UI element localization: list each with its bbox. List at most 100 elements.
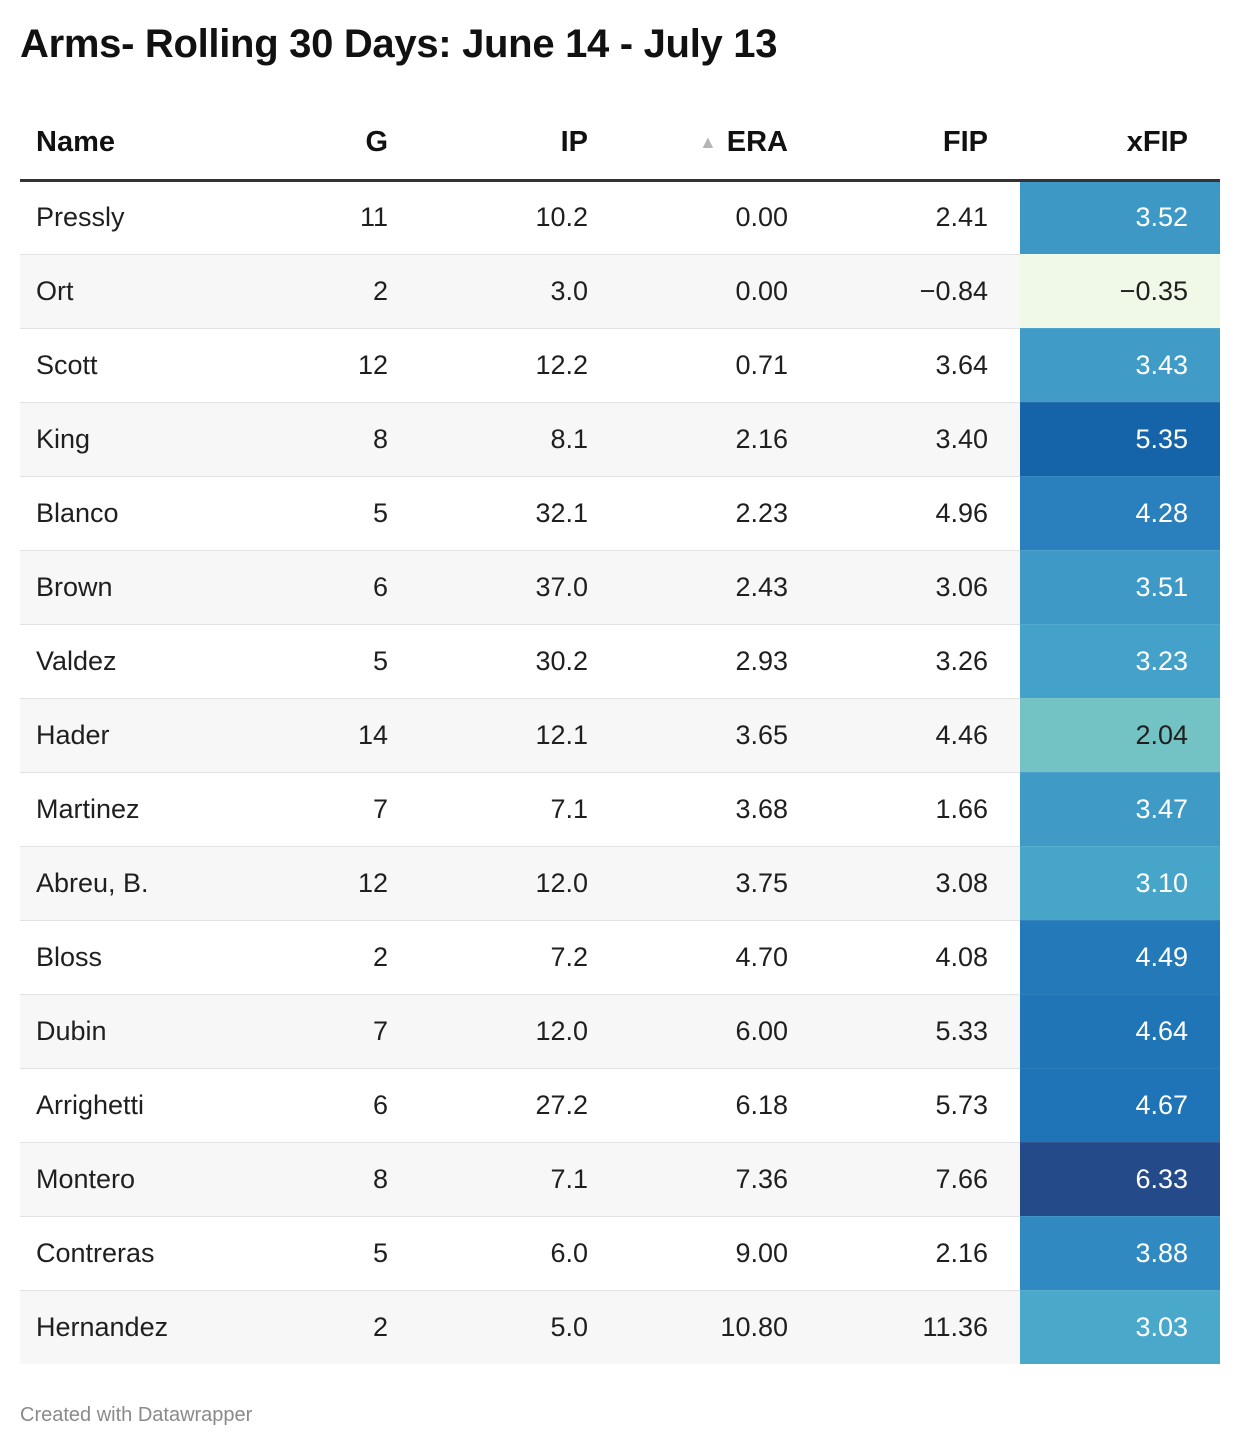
cell-xfip: 6.33 bbox=[1020, 1142, 1220, 1217]
column-header-g[interactable]: G bbox=[220, 106, 420, 182]
cell-xfip: 3.23 bbox=[1020, 624, 1220, 699]
cell-fip: 4.96 bbox=[820, 476, 1020, 551]
cell-xfip: 4.49 bbox=[1020, 920, 1220, 995]
cell-name: Hernandez bbox=[20, 1290, 220, 1364]
cell-fip: 3.26 bbox=[820, 624, 1020, 699]
table-row: Bloss 2 7.2 4.70 4.08 4.49 bbox=[20, 920, 1220, 995]
table-row: Scott 12 12.2 0.71 3.64 3.43 bbox=[20, 328, 1220, 403]
cell-g: 6 bbox=[220, 1068, 420, 1143]
cell-name: Montero bbox=[20, 1142, 220, 1217]
cell-era: 2.93 bbox=[620, 624, 820, 699]
cell-fip: 5.73 bbox=[820, 1068, 1020, 1143]
cell-g: 7 bbox=[220, 772, 420, 847]
column-header-ip[interactable]: IP bbox=[420, 106, 620, 182]
cell-name: Ort bbox=[20, 254, 220, 329]
footer-credit: Created with Datawrapper bbox=[20, 1404, 253, 1426]
column-header-xfip[interactable]: xFIP bbox=[1020, 106, 1220, 182]
cell-g: 11 bbox=[220, 180, 420, 255]
cell-era: 6.00 bbox=[620, 994, 820, 1069]
cell-g: 8 bbox=[220, 1142, 420, 1217]
table-row: Arrighetti 6 27.2 6.18 5.73 4.67 bbox=[20, 1068, 1220, 1143]
cell-name: Valdez bbox=[20, 624, 220, 699]
cell-era: 4.70 bbox=[620, 920, 820, 995]
cell-ip: 27.2 bbox=[420, 1068, 620, 1143]
cell-era: 3.65 bbox=[620, 698, 820, 773]
column-header-era[interactable]: ▲ ERA bbox=[620, 106, 820, 182]
table-row: Contreras 5 6.0 9.00 2.16 3.88 bbox=[20, 1216, 1220, 1291]
cell-xfip: 2.04 bbox=[1020, 698, 1220, 773]
cell-era: 2.43 bbox=[620, 550, 820, 625]
cell-ip: 12.2 bbox=[420, 328, 620, 403]
table-body: Pressly 11 10.2 0.00 2.41 3.52 Ort 2 3.0 0.00 −0.8… bbox=[20, 180, 1220, 1364]
cell-era: 9.00 bbox=[620, 1216, 820, 1291]
cell-era: 0.00 bbox=[620, 254, 820, 329]
table-row: Brown 6 37.0 2.43 3.06 3.51 bbox=[20, 550, 1220, 625]
cell-name: Martinez bbox=[20, 772, 220, 847]
sort-ascending-icon: ▲ bbox=[698, 131, 717, 152]
cell-fip: 2.41 bbox=[820, 180, 1020, 255]
stats-table: Name G IP ▲ ERA FIP xFIP Pressly 11 10.2 0.0… bbox=[20, 106, 1220, 1364]
cell-name: King bbox=[20, 402, 220, 477]
table-row: Abreu, B. 12 12.0 3.75 3.08 3.10 bbox=[20, 846, 1220, 921]
table-row: Pressly 11 10.2 0.00 2.41 3.52 bbox=[20, 180, 1220, 255]
cell-xfip: 3.47 bbox=[1020, 772, 1220, 847]
cell-fip: 3.40 bbox=[820, 402, 1020, 477]
table-row: Valdez 5 30.2 2.93 3.26 3.23 bbox=[20, 624, 1220, 699]
cell-name: Dubin bbox=[20, 994, 220, 1069]
cell-fip: 3.64 bbox=[820, 328, 1020, 403]
chart-title: Arms- Rolling 30 Days: June 14 - July 13 bbox=[20, 22, 778, 66]
cell-fip: −0.84 bbox=[820, 254, 1020, 329]
cell-era: 2.23 bbox=[620, 476, 820, 551]
cell-xfip: 4.64 bbox=[1020, 994, 1220, 1069]
cell-era: 7.36 bbox=[620, 1142, 820, 1217]
cell-ip: 32.1 bbox=[420, 476, 620, 551]
cell-fip: 4.46 bbox=[820, 698, 1020, 773]
cell-g: 5 bbox=[220, 476, 420, 551]
cell-fip: 5.33 bbox=[820, 994, 1020, 1069]
cell-ip: 10.2 bbox=[420, 180, 620, 255]
cell-xfip: 3.51 bbox=[1020, 550, 1220, 625]
table-row: King 8 8.1 2.16 3.40 5.35 bbox=[20, 402, 1220, 477]
cell-fip: 3.08 bbox=[820, 846, 1020, 921]
cell-era: 2.16 bbox=[620, 402, 820, 477]
cell-fip: 3.06 bbox=[820, 550, 1020, 625]
cell-era: 0.71 bbox=[620, 328, 820, 403]
table-row: Montero 8 7.1 7.36 7.66 6.33 bbox=[20, 1142, 1220, 1217]
cell-xfip: 3.03 bbox=[1020, 1290, 1220, 1364]
cell-era: 10.80 bbox=[620, 1290, 820, 1364]
cell-xfip: 3.88 bbox=[1020, 1216, 1220, 1291]
cell-era: 6.18 bbox=[620, 1068, 820, 1143]
cell-ip: 7.2 bbox=[420, 920, 620, 995]
cell-era: 3.68 bbox=[620, 772, 820, 847]
cell-g: 7 bbox=[220, 994, 420, 1069]
table-row: Dubin 7 12.0 6.00 5.33 4.64 bbox=[20, 994, 1220, 1069]
table-row: Blanco 5 32.1 2.23 4.96 4.28 bbox=[20, 476, 1220, 551]
cell-ip: 30.2 bbox=[420, 624, 620, 699]
cell-name: Pressly bbox=[20, 180, 220, 255]
table-row: Hernandez 2 5.0 10.80 11.36 3.03 bbox=[20, 1290, 1220, 1364]
table-row: Ort 2 3.0 0.00 −0.84 −0.35 bbox=[20, 254, 1220, 329]
column-header-era-label: ERA bbox=[726, 125, 788, 158]
cell-name: Scott bbox=[20, 328, 220, 403]
column-header-name[interactable]: Name bbox=[20, 106, 220, 182]
cell-fip: 11.36 bbox=[820, 1290, 1020, 1364]
cell-fip: 1.66 bbox=[820, 772, 1020, 847]
cell-name: Blanco bbox=[20, 476, 220, 551]
cell-ip: 12.1 bbox=[420, 698, 620, 773]
cell-ip: 5.0 bbox=[420, 1290, 620, 1364]
cell-g: 2 bbox=[220, 254, 420, 329]
cell-name: Arrighetti bbox=[20, 1068, 220, 1143]
cell-fip: 2.16 bbox=[820, 1216, 1020, 1291]
cell-g: 8 bbox=[220, 402, 420, 477]
column-header-fip[interactable]: FIP bbox=[820, 106, 1020, 182]
cell-era: 0.00 bbox=[620, 180, 820, 255]
cell-ip: 6.0 bbox=[420, 1216, 620, 1291]
cell-xfip: 4.67 bbox=[1020, 1068, 1220, 1143]
cell-g: 12 bbox=[220, 328, 420, 403]
cell-g: 6 bbox=[220, 550, 420, 625]
cell-xfip: 3.10 bbox=[1020, 846, 1220, 921]
table-row: Martinez 7 7.1 3.68 1.66 3.47 bbox=[20, 772, 1220, 847]
cell-fip: 7.66 bbox=[820, 1142, 1020, 1217]
cell-fip: 4.08 bbox=[820, 920, 1020, 995]
